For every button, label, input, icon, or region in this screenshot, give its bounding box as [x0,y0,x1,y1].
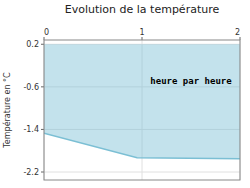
chart-container: 0.2 -0.6 -1.4 -2.2 0 1 2 heure par heure Evoluti… [0,0,250,188]
title: Evolution de la température [65,3,220,16]
data-group [44,44,240,158]
annotation: heure par heure [150,76,232,86]
area-line [44,133,240,159]
tick-label-y: -1.4 [23,125,39,134]
grid [44,40,240,180]
tick-label-y: 0.2 [26,40,39,49]
area-fill [44,44,240,158]
plot-frame [44,40,240,180]
tick-label-y: -2.2 [23,168,39,177]
tick-label-x: 0 [44,28,49,37]
y-axis-label: Température en °C [2,72,12,149]
chart: 0.2 -0.6 -1.4 -2.2 0 1 2 heure par heure Evoluti… [0,0,250,188]
tick-label-y: -0.6 [23,83,39,92]
plot-background [44,40,240,180]
tick-label-x: 2 [235,28,240,37]
tick-label-x: 1 [139,28,144,37]
